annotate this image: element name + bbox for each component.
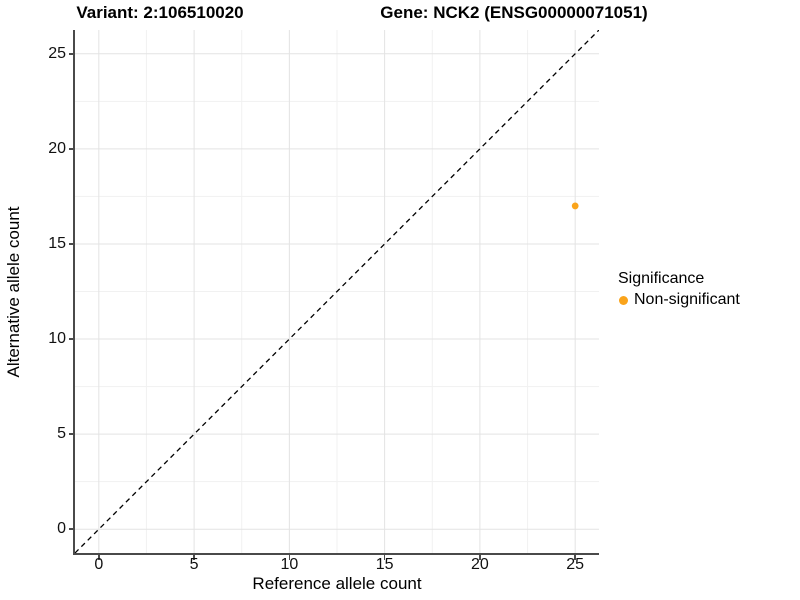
x-tick-label: 10	[280, 556, 299, 573]
y-tick-mark	[69, 338, 74, 340]
legend-item-label: Non-significant	[634, 291, 740, 308]
plot-panel	[75, 30, 599, 553]
x-tick-mark	[479, 555, 481, 560]
x-tick-label: 20	[471, 556, 489, 573]
y-tick-label: 5	[57, 425, 66, 443]
x-tick-label: 0	[94, 556, 104, 573]
x-tick-mark	[574, 555, 576, 560]
y-tick-label: 0	[57, 520, 66, 538]
x-tick-label: 15	[375, 556, 394, 573]
y-axis-label: Alternative allele count	[4, 206, 23, 378]
legend-title: Significance	[618, 270, 705, 287]
plot-panel-canvas	[75, 30, 599, 553]
legend-key-dot-icon	[619, 295, 628, 305]
x-tick-mark	[383, 555, 386, 560]
plot-title-variant: Variant: 2:106510020	[76, 3, 244, 22]
legend: Significance Non-significant	[616, 269, 740, 309]
legend-item: Non-significant	[616, 291, 740, 309]
y-tick-mark	[69, 148, 74, 150]
x-axis-line	[73, 553, 599, 555]
data-point	[571, 202, 579, 210]
x-tick-label: 25	[566, 556, 585, 573]
y-tick-label: 20	[48, 139, 66, 157]
x-tick-label: 5	[189, 556, 199, 573]
y-tick-label: 25	[48, 44, 66, 62]
y-axis-line	[73, 30, 75, 555]
y-tick-label: 10	[48, 330, 66, 348]
x-tick-mark	[288, 555, 291, 560]
y-tick-mark	[69, 433, 74, 435]
x-tick-mark	[193, 555, 195, 560]
x-axis-label: Reference allele count	[252, 574, 422, 593]
y-tick-mark	[69, 243, 74, 245]
y-tick-mark	[69, 528, 74, 530]
x-tick-mark	[98, 555, 100, 560]
y-tick-mark	[69, 53, 74, 55]
plot-title-gene: Gene: NCK2 (ENSG00000071051)	[380, 3, 648, 22]
identity-line	[75, 30, 599, 553]
y-tick-label: 15	[48, 234, 66, 252]
